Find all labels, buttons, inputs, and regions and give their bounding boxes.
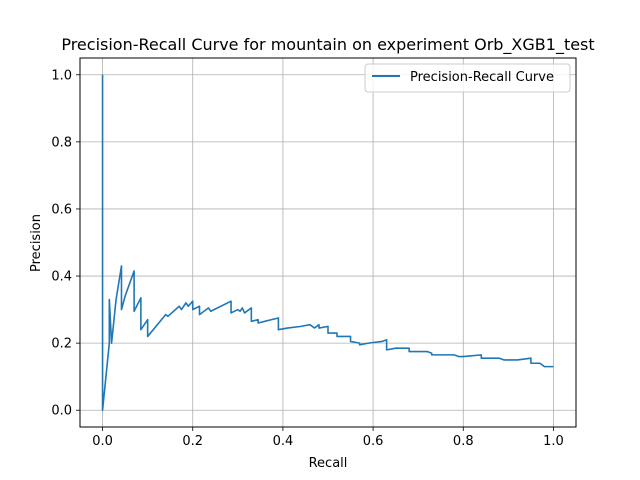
series-line-pr-curve — [101, 74, 554, 412]
plot-frame — [79, 57, 577, 428]
x-tick-label: 1.0 — [543, 434, 564, 449]
chart-title: Precision-Recall Curve for mountain on e… — [61, 35, 594, 55]
x-tick-label: 0.6 — [363, 434, 384, 449]
y-tick-label: 0.4 — [51, 270, 72, 285]
x-tick-label: 0.8 — [453, 434, 474, 449]
legend-box — [364, 63, 571, 93]
series-layer — [101, 74, 554, 412]
y-tick-label: 1.0 — [51, 68, 72, 83]
legend: Precision-Recall Curve — [364, 63, 571, 93]
grid-layer — [80, 58, 576, 427]
y-axis-label: Precision — [29, 214, 44, 272]
y-tick-label: 0.2 — [51, 337, 72, 352]
y-tick-label: 0.6 — [51, 202, 72, 217]
ticks-layer: 0.0 0.2 0.4 0.6 0.8 1.0 0.0 0.2 0.4 0.6 0.8 1.0 — [51, 68, 563, 449]
x-tick-label: 0.0 — [92, 434, 113, 449]
y-tick-label: 0.8 — [51, 135, 72, 150]
y-tick-label: 0.0 — [51, 404, 72, 419]
x-tick-label: 0.2 — [182, 434, 203, 449]
x-axis-label: Recall — [309, 456, 348, 471]
legend-label-pr-curve: Precision-Recall Curve — [410, 70, 554, 85]
x-tick-label: 0.4 — [273, 434, 294, 449]
